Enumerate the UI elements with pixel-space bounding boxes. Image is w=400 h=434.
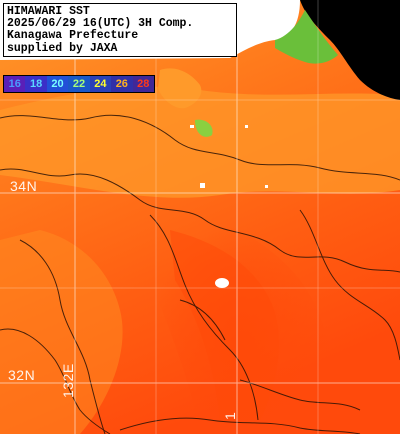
latitude-label-south: 32N [8,367,36,383]
title-line-4: supplied by JAXA [7,41,118,55]
latitude-label-north: 34N [10,178,38,194]
legend-item-18: 18 [25,76,47,92]
title-block: HIMAWARI SST 2025/06/29 16(UTC) 3H Comp.… [3,3,237,57]
no-data-specks [190,125,268,288]
coastal-strip [275,10,338,64]
warm-core [170,230,279,420]
legend-item-24: 24 [89,76,112,92]
contour-lines [0,114,400,434]
longitude-label-left: 132E [60,363,76,398]
title-line-3: Kanagawa Prefecture [7,29,139,43]
color-legend: 16 18 20 22 24 26 28 [3,75,155,93]
legend-item-28: 28 [132,76,154,92]
legend-item-16: 16 [4,76,26,92]
legend-item-22: 22 [68,76,90,92]
cool-band [0,86,400,198]
title-line-1: HIMAWARI SST [7,5,90,18]
coastal-strip-2 [195,119,213,137]
title-line-2: 2025/06/29 16(UTC) 3H Comp. [7,17,194,31]
land-mass-ne [345,0,400,60]
peninsula-tip [158,68,202,109]
legend-item-26: 26 [111,76,133,92]
legend-item-20: 20 [46,76,69,92]
longitude-label-right: 1 [222,411,238,420]
